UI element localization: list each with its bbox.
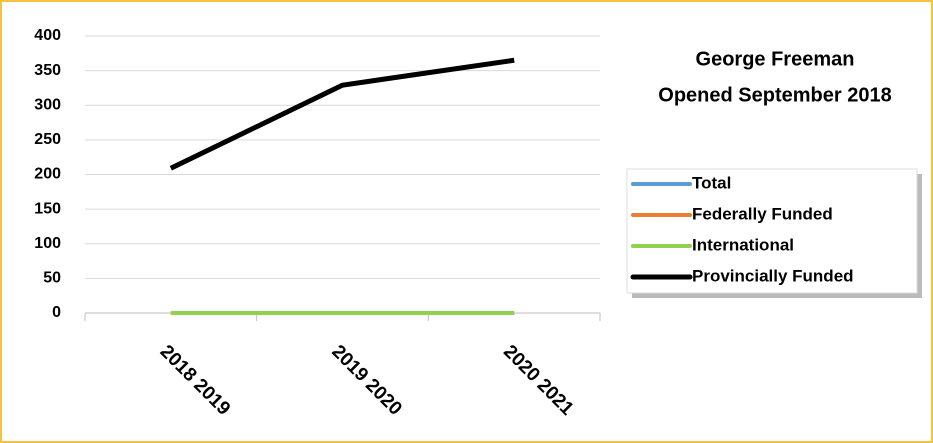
y-tick-label: 400 <box>34 27 61 44</box>
legend <box>626 168 918 294</box>
chart-title: Opened September 2018 <box>658 84 891 106</box>
y-tick-label: 100 <box>34 235 61 252</box>
legend-label: International <box>692 235 794 254</box>
y-tick-label: 50 <box>43 270 61 287</box>
y-tick-label: 0 <box>52 304 61 321</box>
y-tick-label: 250 <box>34 131 61 148</box>
y-tick-label: 200 <box>34 166 61 183</box>
y-tick-label: 150 <box>34 200 61 217</box>
y-tick-label: 300 <box>34 96 61 113</box>
chart-title: George Freeman <box>696 48 855 70</box>
legend-label: Provincially Funded <box>692 266 854 285</box>
legend-label: Total <box>692 173 731 192</box>
legend-label: Federally Funded <box>692 204 833 223</box>
y-tick-label: 350 <box>34 62 61 79</box>
series-line <box>169 57 515 171</box>
